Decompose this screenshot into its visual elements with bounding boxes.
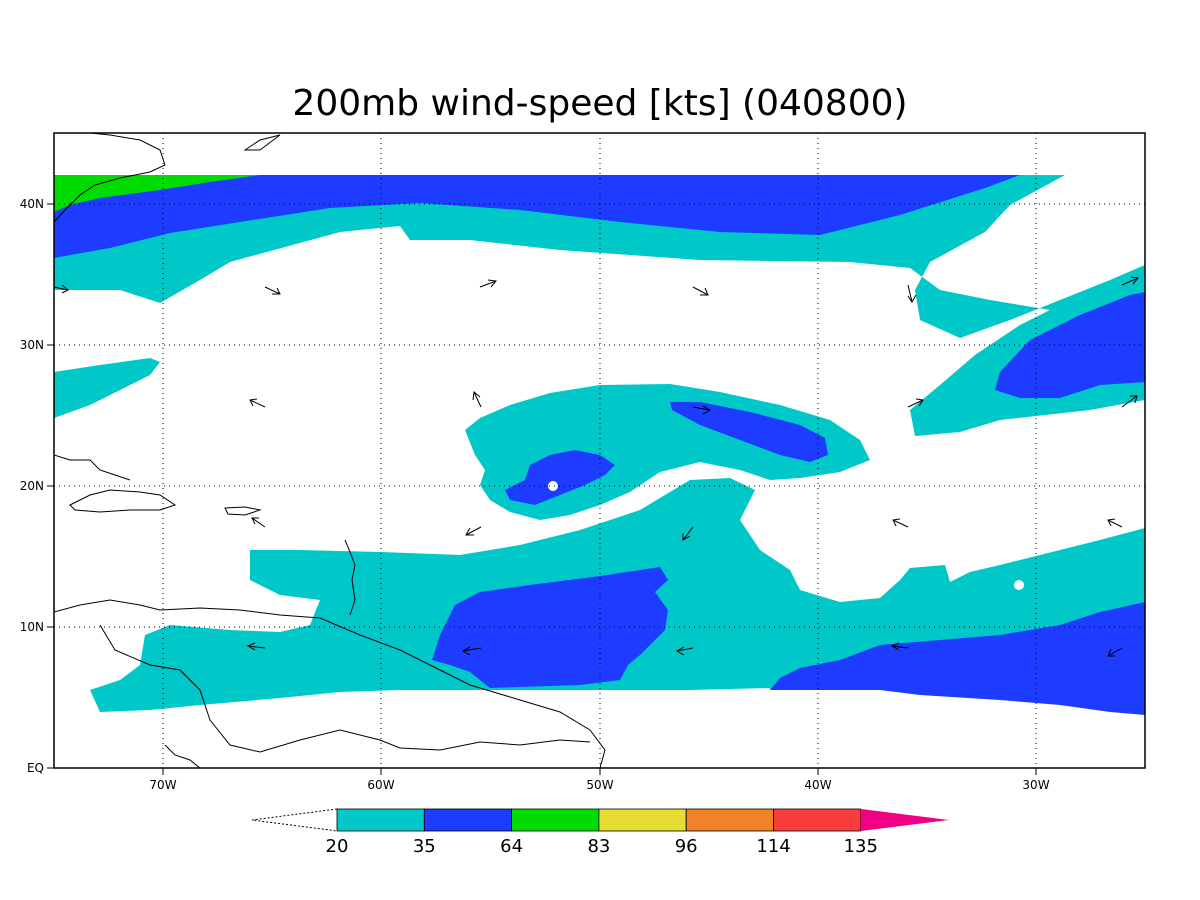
coast-inner-1 (164, 744, 201, 768)
wind-arrow (251, 517, 266, 528)
hurricane-eye (548, 481, 558, 491)
colorbar-labels: 20 35 64 83 96 114 135 (326, 836, 878, 857)
wind-arrow (692, 405, 712, 415)
colorbar-high-triangle (860, 809, 949, 831)
y-tick-label: 20N (20, 479, 44, 493)
colorbar-box (423, 808, 512, 832)
colorbar-level-label: 20 (326, 836, 349, 857)
wind-arrow (479, 279, 497, 288)
small-white-gap (1014, 580, 1024, 590)
x-axis: 70W 60W 50W 40W 30W (149, 768, 1050, 792)
shade-35-64-north (54, 175, 1020, 258)
shade-35-64-core (505, 450, 615, 505)
wind-arrow (890, 642, 909, 651)
colorbar-level-label: 64 (500, 836, 523, 857)
colorbar-box (598, 808, 687, 832)
wind-arrow (682, 526, 694, 541)
coast-cuba (54, 454, 131, 481)
wind-arrow (465, 526, 482, 536)
shade-20-35-north (54, 175, 1145, 436)
colorbar-boxes (336, 808, 949, 832)
shade-35-64-swirl (670, 402, 828, 462)
wind-arrow (54, 284, 69, 294)
x-tick-label: 70W (149, 778, 176, 792)
shaded-fields (54, 175, 1145, 715)
colorbar-level-label: 135 (844, 836, 878, 857)
x-tick-label: 30W (1022, 778, 1049, 792)
wind-arrow (907, 398, 924, 408)
y-tick-label: 30N (20, 338, 44, 352)
x-tick-label: 50W (586, 778, 613, 792)
wind-arrow (1121, 395, 1138, 408)
plot-area (54, 133, 1145, 768)
x-tick-label: 60W (367, 778, 394, 792)
wind-arrow (1107, 518, 1123, 528)
shade-35-64-southeast (770, 602, 1145, 715)
shade-64-83-north (54, 175, 260, 212)
wind-arrow (907, 284, 917, 303)
wind-arrow (461, 646, 482, 656)
wind-arrow (472, 391, 482, 408)
gridlines (54, 133, 1145, 768)
colorbar-level-label: 114 (756, 836, 790, 857)
wind-arrow (1107, 647, 1123, 657)
map-title: 200mb wind-speed [kts] (040800) (292, 83, 907, 124)
coast-colombia (99, 624, 591, 753)
coast-hispaniola (69, 489, 177, 513)
wind-arrow (892, 518, 909, 528)
y-axis: EQ 10N 20N 30N 40N (20, 197, 54, 775)
shade-20-35-west (54, 358, 160, 418)
colorbar-level-label: 35 (413, 836, 436, 857)
coast-northeast-us (54, 133, 166, 223)
colorbar-level-label: 96 (675, 836, 698, 857)
wind-arrow (692, 286, 709, 296)
wind-arrow (675, 646, 694, 656)
y-tick-label: 10N (20, 620, 44, 634)
wind-arrow (1121, 276, 1139, 286)
colorbar-box (685, 808, 774, 832)
colorbar-box (336, 808, 425, 832)
coast-antilles (344, 539, 356, 616)
x-tick-label: 40W (804, 778, 831, 792)
colorbar-box (511, 808, 600, 832)
colorbar: 20 35 64 83 96 114 135 (251, 808, 949, 857)
wind-arrow (264, 286, 281, 295)
colorbar-low-triangle (251, 808, 338, 832)
coast-puerto-rico (224, 506, 262, 516)
coast-nova-scotia (243, 134, 281, 151)
y-tick-label: EQ (27, 761, 44, 775)
wind-arrow (249, 398, 266, 408)
wind-arrow (246, 642, 266, 651)
y-tick-label: 40N (20, 197, 44, 211)
colorbar-level-label: 83 (587, 836, 610, 857)
wind-vectors (54, 276, 1139, 657)
colorbar-box (773, 808, 862, 832)
